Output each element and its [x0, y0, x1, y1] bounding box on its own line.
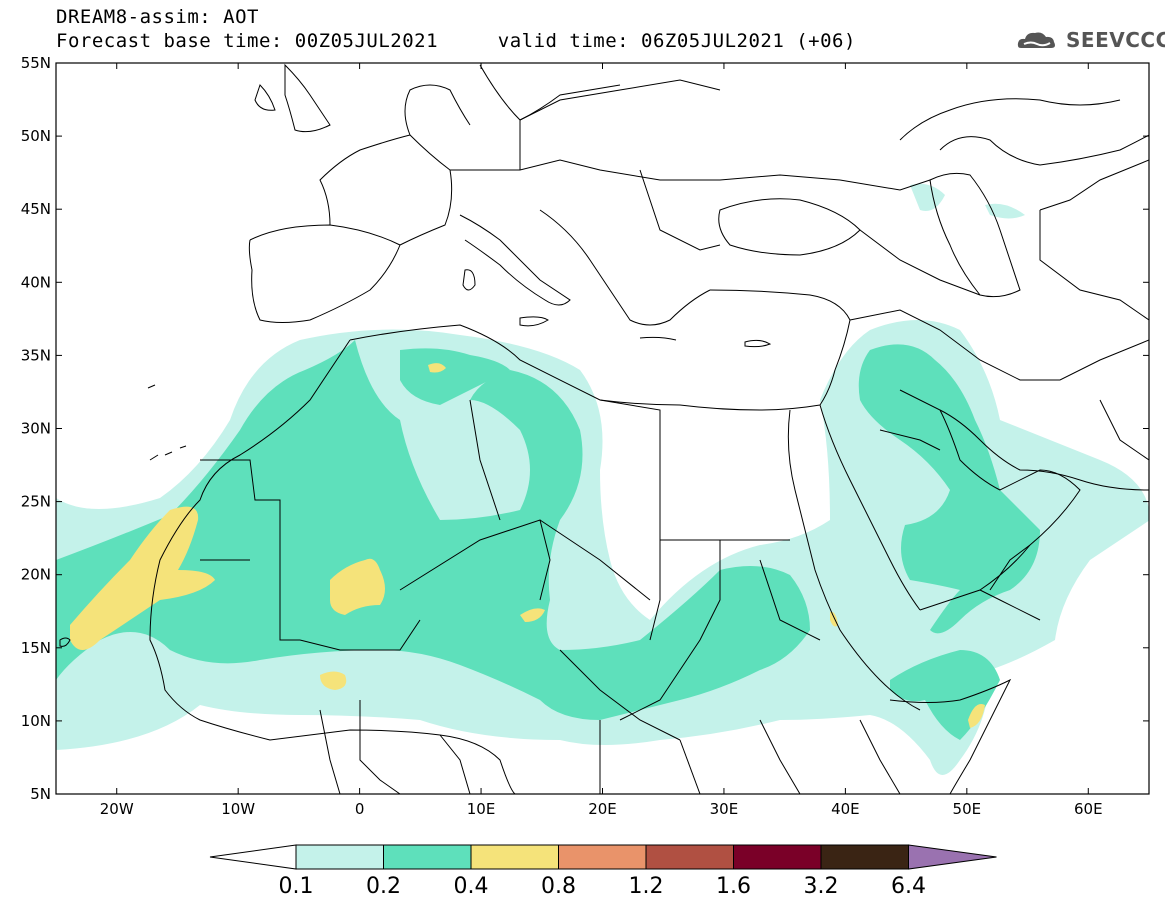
- aot-shading: [56, 183, 1149, 775]
- colorbar-under-arrow: [209, 844, 297, 870]
- lat-tick-label: 25N: [21, 493, 51, 511]
- lat-tick-label: 5N: [30, 785, 51, 803]
- lon-tick-label: 30E: [710, 800, 739, 818]
- colorbar-segment: [470, 844, 559, 870]
- lat-tick-label: 30N: [21, 420, 51, 438]
- lon-tick-label: 20E: [588, 800, 617, 818]
- lon-tick-label: 10W: [221, 800, 255, 818]
- latitude-axis: 55N 50N 45N 40N 35N 30N 25N 20N 15N 10N 5N: [21, 54, 1149, 803]
- lon-tick-label: 40E: [831, 800, 860, 818]
- cloud-icon: [1017, 32, 1055, 48]
- aot-level-0-2: [56, 340, 1040, 740]
- longitude-axis: 20W 10W 0 10E 20E 30E 40E 50E 60E: [100, 63, 1103, 818]
- logo-text: SEEVCCC: [1066, 28, 1165, 52]
- time-info: Forecast base time: 00Z05JUL2021 valid t…: [56, 30, 856, 52]
- colorbar-segment: [820, 844, 909, 870]
- lat-tick-label: 15N: [21, 639, 51, 657]
- lat-tick-label: 50N: [21, 127, 51, 145]
- colorbar-segment: [645, 844, 734, 870]
- colorbar-segment: [295, 844, 384, 870]
- lat-tick-label: 10N: [21, 712, 51, 730]
- valid-time: valid time: 06Z05JUL2021 (+06): [497, 30, 856, 52]
- forecast-base-time: Forecast base time: 00Z05JUL2021: [56, 30, 439, 52]
- colorbar-label: 0.1: [279, 874, 314, 899]
- lon-tick-label: 0: [355, 800, 365, 818]
- colorbar-label: 1.6: [716, 874, 751, 899]
- coastlines-borders: [59, 63, 1149, 794]
- lon-tick-label: 60E: [1074, 800, 1103, 818]
- lon-tick-label: 10E: [467, 800, 496, 818]
- lat-tick-label: 40N: [21, 273, 51, 291]
- lat-tick-label: 20N: [21, 566, 51, 584]
- colorbar-label: 6.4: [891, 874, 926, 899]
- map-title: DREAM8-assim: AOT: [56, 6, 259, 28]
- colorbar-segment: [733, 844, 822, 870]
- colorbar-label: 0.4: [454, 874, 489, 899]
- colorbar-label: 0.8: [541, 874, 576, 899]
- lat-tick-label: 35N: [21, 346, 51, 364]
- lon-tick-label: 50E: [953, 800, 982, 818]
- colorbar-segment: [558, 844, 647, 870]
- colorbar-label: 0.2: [366, 874, 401, 899]
- lon-tick-label: 20W: [100, 800, 134, 818]
- colorbar: 0.1 0.2 0.4 0.8 1.2 1.6 3.2 6.4: [209, 844, 997, 899]
- colorbar-over-arrow: [908, 844, 997, 870]
- colorbar-label: 3.2: [804, 874, 839, 899]
- colorbar-segment: [383, 844, 472, 870]
- lat-tick-label: 45N: [21, 200, 51, 218]
- colorbar-label: 1.2: [629, 874, 664, 899]
- lat-tick-label: 55N: [21, 54, 51, 72]
- aot-level-0-4: [70, 363, 985, 728]
